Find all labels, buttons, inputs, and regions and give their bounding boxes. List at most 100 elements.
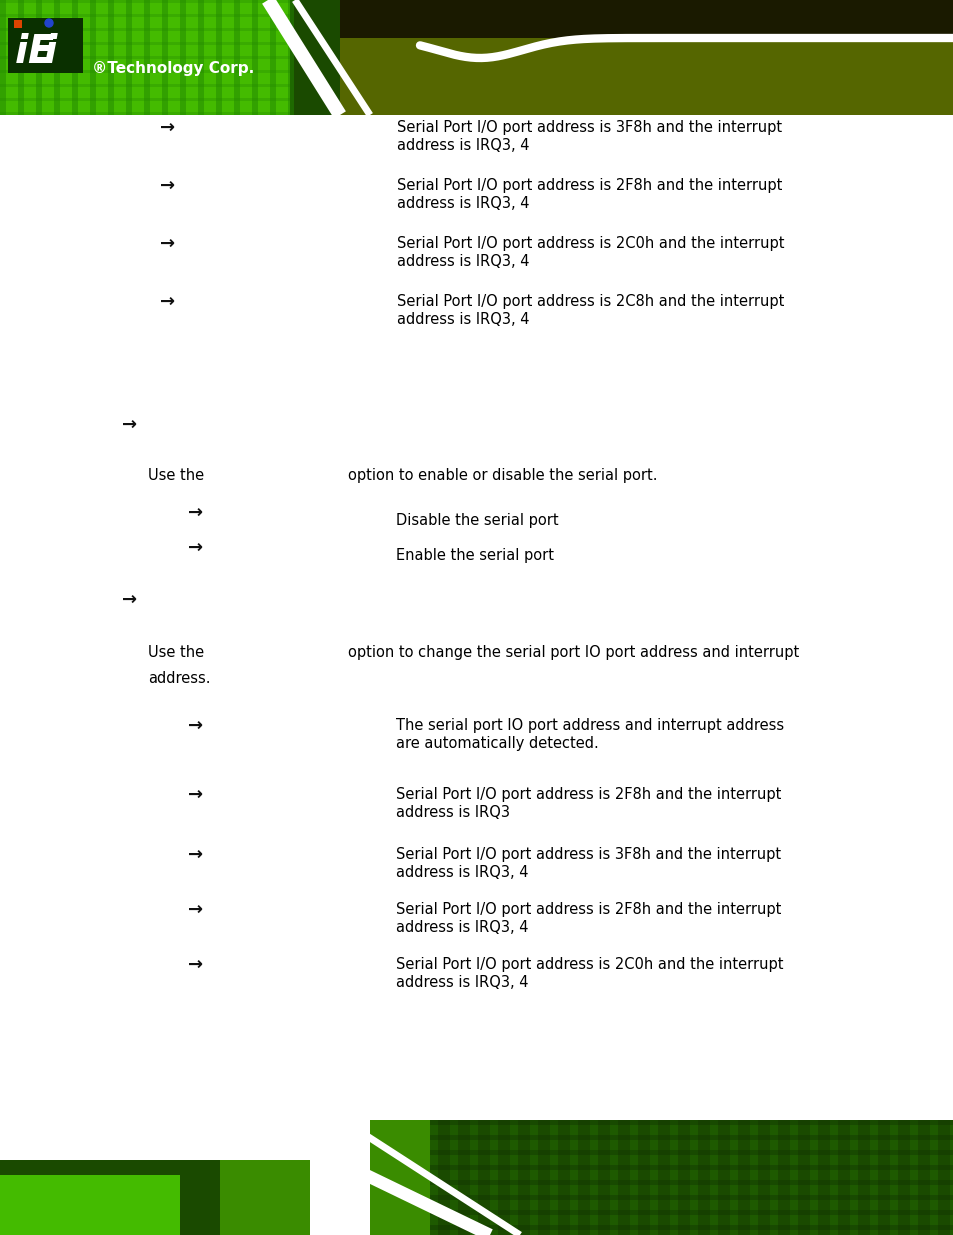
Bar xyxy=(18,0,24,115)
Bar xyxy=(789,1120,797,1235)
Circle shape xyxy=(45,19,53,27)
Bar xyxy=(0,1160,220,1235)
Bar xyxy=(0,0,953,115)
Bar xyxy=(126,0,132,115)
Bar xyxy=(430,1165,953,1170)
Bar xyxy=(809,1120,817,1235)
Bar xyxy=(430,1120,437,1235)
Bar xyxy=(609,1120,618,1235)
Bar xyxy=(198,0,204,115)
Text: Serial Port I/O port address is 2F8h and the interrupt: Serial Port I/O port address is 2F8h and… xyxy=(395,902,781,918)
Bar xyxy=(709,1120,718,1235)
Text: i: i xyxy=(44,33,57,70)
Bar xyxy=(108,0,113,115)
Text: Use the: Use the xyxy=(148,468,204,483)
Text: Serial Port I/O port address is 3F8h and the interrupt: Serial Port I/O port address is 3F8h and… xyxy=(395,847,781,862)
Text: Serial Port I/O port address is 2C0h and the interrupt: Serial Port I/O port address is 2C0h and… xyxy=(395,957,782,972)
Bar xyxy=(0,42,290,44)
Text: →: → xyxy=(189,902,203,919)
Text: i: i xyxy=(15,33,29,70)
Text: address is IRQ3, 4: address is IRQ3, 4 xyxy=(395,974,528,990)
Bar xyxy=(550,1120,558,1235)
Bar xyxy=(569,1120,578,1235)
Bar xyxy=(0,28,290,31)
Text: E: E xyxy=(27,33,53,70)
Bar xyxy=(90,0,96,115)
Bar xyxy=(215,0,222,115)
Bar xyxy=(510,1120,517,1235)
Text: →: → xyxy=(189,538,203,557)
Bar xyxy=(0,112,290,115)
Bar xyxy=(430,1225,953,1230)
Text: address is IRQ3, 4: address is IRQ3, 4 xyxy=(395,920,528,935)
Bar xyxy=(450,1120,457,1235)
Bar xyxy=(430,1210,953,1215)
Text: Enable the serial port: Enable the serial port xyxy=(395,548,554,563)
Bar xyxy=(430,1120,953,1235)
Text: →: → xyxy=(189,504,203,522)
Bar xyxy=(0,1120,370,1235)
Bar xyxy=(0,98,290,101)
Text: are automatically detected.: are automatically detected. xyxy=(395,736,598,751)
Text: option to enable or disable the serial port.: option to enable or disable the serial p… xyxy=(348,468,657,483)
Bar xyxy=(162,0,168,115)
Bar xyxy=(949,1120,953,1235)
Bar xyxy=(530,1120,537,1235)
Bar xyxy=(470,1120,477,1235)
Text: Disable the serial port: Disable the serial port xyxy=(395,513,558,529)
Bar xyxy=(0,84,290,86)
Bar xyxy=(929,1120,937,1235)
Bar xyxy=(0,70,290,73)
Text: →: → xyxy=(189,718,203,735)
Bar xyxy=(288,0,294,115)
Text: address is IRQ3, 4: address is IRQ3, 4 xyxy=(396,254,529,269)
Bar xyxy=(430,1195,953,1200)
Bar xyxy=(71,0,78,115)
Bar xyxy=(8,19,83,73)
Bar xyxy=(144,0,150,115)
Bar xyxy=(909,1120,917,1235)
Bar xyxy=(0,1160,310,1235)
Bar xyxy=(430,1135,953,1140)
Bar xyxy=(233,0,240,115)
Text: address is IRQ3, 4: address is IRQ3, 4 xyxy=(396,312,529,327)
Text: →: → xyxy=(122,416,137,433)
Bar xyxy=(0,1174,180,1235)
Text: address is IRQ3, 4: address is IRQ3, 4 xyxy=(396,138,529,153)
Bar xyxy=(889,1120,897,1235)
Text: Serial Port I/O port address is 2F8h and the interrupt: Serial Port I/O port address is 2F8h and… xyxy=(395,787,781,802)
Bar xyxy=(589,1120,598,1235)
Text: →: → xyxy=(189,846,203,864)
Bar xyxy=(430,1120,953,1125)
Text: Serial Port I/O port address is 3F8h and the interrupt: Serial Port I/O port address is 3F8h and… xyxy=(396,120,781,135)
Text: →: → xyxy=(189,785,203,804)
Text: →: → xyxy=(160,235,175,253)
Bar xyxy=(869,1120,877,1235)
Text: →: → xyxy=(160,177,175,195)
Bar xyxy=(252,0,257,115)
Bar xyxy=(829,1120,837,1235)
Bar xyxy=(339,0,953,38)
Bar xyxy=(0,0,6,115)
Text: address is IRQ3: address is IRQ3 xyxy=(395,805,510,820)
Bar xyxy=(729,1120,738,1235)
Bar xyxy=(689,1120,698,1235)
Bar xyxy=(0,0,290,115)
Text: →: → xyxy=(160,293,175,311)
Bar xyxy=(769,1120,778,1235)
Bar xyxy=(629,1120,638,1235)
Text: address is IRQ3, 4: address is IRQ3, 4 xyxy=(396,196,529,211)
Bar xyxy=(339,38,953,115)
Bar xyxy=(14,20,22,28)
Text: option to change the serial port IO port address and interrupt: option to change the serial port IO port… xyxy=(348,645,799,659)
Bar xyxy=(430,1150,953,1155)
Bar xyxy=(270,0,275,115)
Text: address is IRQ3, 4: address is IRQ3, 4 xyxy=(395,864,528,881)
Text: →: → xyxy=(122,592,137,609)
Text: Use the: Use the xyxy=(148,645,204,659)
Bar xyxy=(669,1120,678,1235)
Bar xyxy=(0,0,339,115)
Text: Serial Port I/O port address is 2F8h and the interrupt: Serial Port I/O port address is 2F8h and… xyxy=(396,178,781,193)
Bar xyxy=(649,1120,658,1235)
Bar xyxy=(849,1120,857,1235)
